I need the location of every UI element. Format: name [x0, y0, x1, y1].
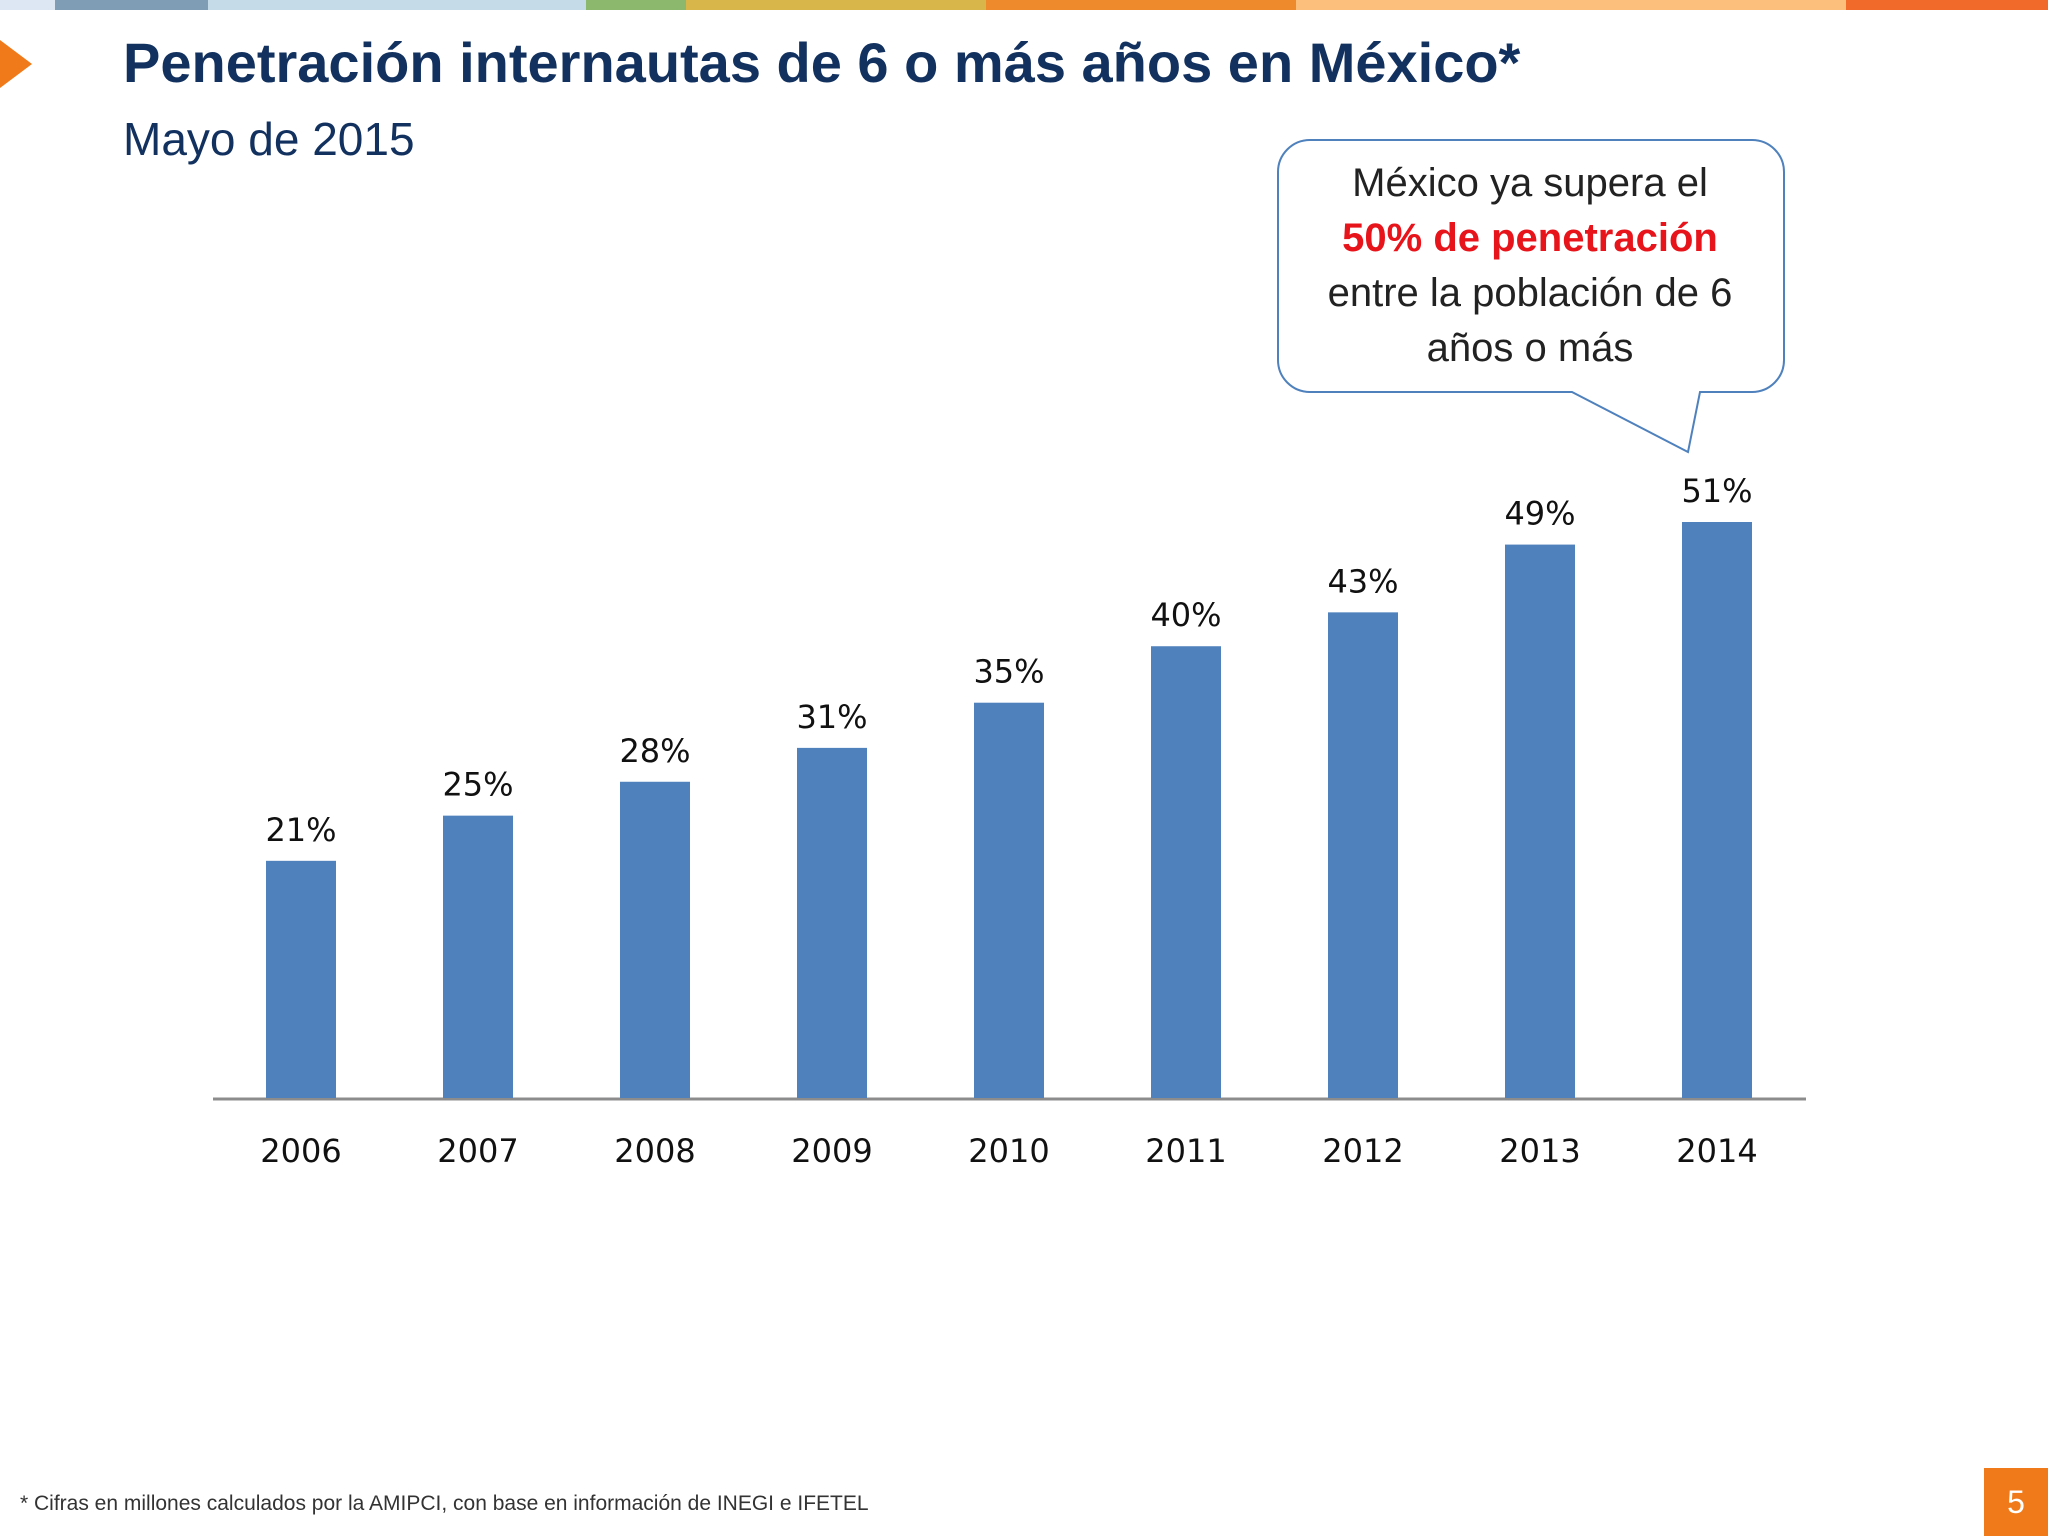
- page-number: 5: [1984, 1468, 2048, 1536]
- data-label-2009: 31%: [796, 698, 867, 736]
- data-label-2008: 28%: [619, 732, 690, 770]
- x-tick-label-2006: 2006: [260, 1132, 341, 1170]
- callout-text: México ya supera el 50% de penetración e…: [1284, 156, 1776, 376]
- x-tick-label-2013: 2013: [1499, 1132, 1580, 1170]
- x-tick-label-2008: 2008: [614, 1132, 695, 1170]
- bar-2009: [797, 747, 867, 1098]
- x-tick-label-2007: 2007: [437, 1132, 518, 1170]
- slide-subtitle: Mayo de 2015: [123, 113, 415, 165]
- x-tick-label-2014: 2014: [1676, 1132, 1757, 1170]
- bar-2011: [1151, 646, 1221, 1098]
- data-label-2012: 43%: [1327, 562, 1398, 600]
- callout-bubble: [1277, 139, 1785, 454]
- callout-line-3: entre la población de 6 años o más: [1327, 271, 1733, 370]
- data-label-2014: 51%: [1681, 472, 1752, 510]
- callout-line-1: México ya supera el: [1352, 161, 1708, 205]
- bar-2013: [1505, 544, 1575, 1098]
- bar-2007: [443, 815, 513, 1098]
- bar-2008: [620, 781, 690, 1098]
- x-tick-label-2009: 2009: [791, 1132, 872, 1170]
- data-label-2006: 21%: [265, 811, 336, 849]
- slide-title: Penetración internautas de 6 o más años …: [123, 31, 1521, 94]
- x-tick-label-2012: 2012: [1322, 1132, 1403, 1170]
- callout-highlight: 50% de penetración: [1342, 216, 1718, 260]
- data-label-2013: 49%: [1504, 495, 1575, 533]
- x-tick-label-2011: 2011: [1145, 1132, 1226, 1170]
- data-label-2007: 25%: [442, 766, 513, 804]
- data-label-2011: 40%: [1150, 596, 1221, 634]
- bar-2010: [974, 702, 1044, 1098]
- slide-marker-arrow-icon: [0, 40, 32, 88]
- bar-2006: [266, 860, 336, 1098]
- bar-2014: [1682, 522, 1752, 1098]
- top-color-stripe: [0, 0, 2048, 10]
- x-tick-label-2010: 2010: [968, 1132, 1049, 1170]
- footnote: * Cifras en millones calculados por la A…: [20, 1492, 869, 1515]
- bar-2012: [1328, 612, 1398, 1098]
- data-label-2010: 35%: [973, 653, 1044, 691]
